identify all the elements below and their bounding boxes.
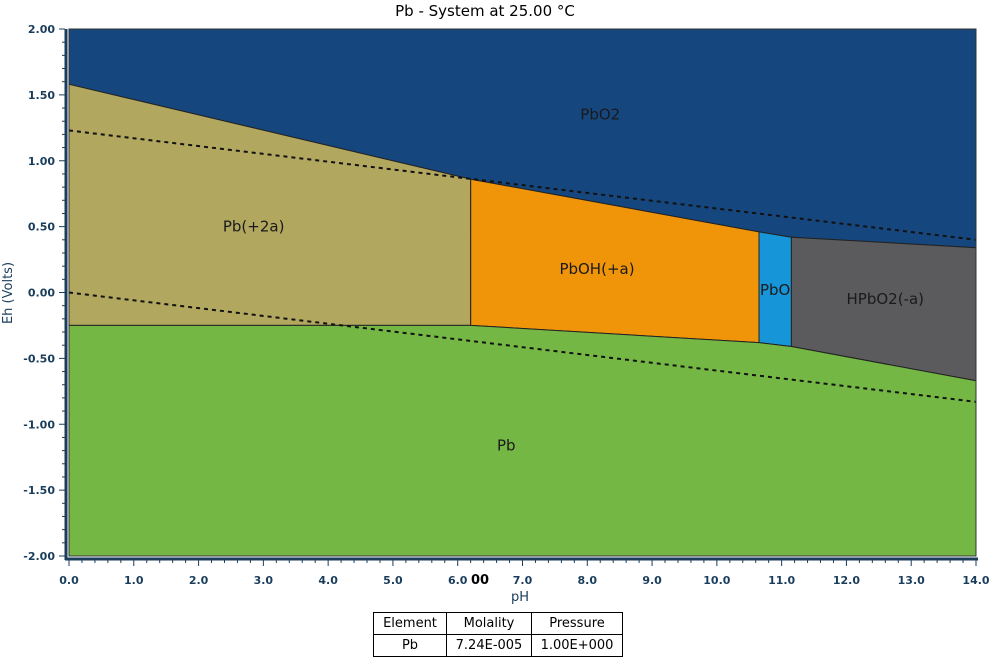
region-label-pb-2a: Pb(+2a) xyxy=(223,218,285,236)
y-tick-label: -2.00 xyxy=(23,550,55,563)
x-axis-label: pH xyxy=(511,590,529,605)
y-tick-label: -1.50 xyxy=(23,484,55,497)
y-tick-label: -1.00 xyxy=(23,418,55,431)
region-label-hpbo2-a: HPbO2(-a) xyxy=(847,290,925,308)
y-tick-label: 0.00 xyxy=(28,287,55,300)
axes-group: 2.00 1.50 1.00 0.50 0.00 -0.50 -1.00 -1.50 -2.00… xyxy=(23,23,989,587)
pourbaix-chart: Pb - System at 25.00 °C PbO2 Pb(+2a) PbOH(… xyxy=(1,2,989,605)
x-tick-label: 14.0 xyxy=(962,574,989,587)
region-labels-group: PbO2 Pb(+2a) PbOH(+a) PbO HPbO2(-a) Pb xyxy=(223,106,924,455)
x-tick-label: 7.0 xyxy=(513,574,533,587)
chart-title: Pb - System at 25.00 °C xyxy=(395,2,575,20)
x-tick-label: 6.0 xyxy=(448,574,468,587)
conditions-data-row: Pb 7.24E-005 1.00E+000 xyxy=(373,634,623,657)
y-tick-label: -0.50 xyxy=(23,352,55,365)
conditions-header-row: Element Molality Pressure xyxy=(373,612,623,635)
region-label-pbo: PbO xyxy=(760,281,790,299)
y-tick-label: 1.50 xyxy=(28,89,55,102)
water-lines-group xyxy=(68,129,977,403)
conditions-table: Element Molality Pressure Pb 7.24E-005 1… xyxy=(373,612,623,657)
x-tick-label: 2.0 xyxy=(189,574,209,587)
region-label-pboh-a: PbOH(+a) xyxy=(559,260,634,278)
cell-molality: 7.24E-005 xyxy=(446,634,532,657)
x-tick-label: 0.0 xyxy=(59,574,79,587)
cell-pressure: 1.00E+000 xyxy=(531,634,623,657)
plot-frame xyxy=(68,28,977,557)
water-stability-line-2 xyxy=(68,291,977,403)
x-tick-label: 3.0 xyxy=(254,574,274,587)
x-tick-label: 11.0 xyxy=(768,574,795,587)
region-label-pbo2: PbO2 xyxy=(580,106,620,124)
y-tick-label: 1.00 xyxy=(28,155,55,168)
regions-group xyxy=(68,28,977,557)
header-pressure: Pressure xyxy=(531,612,623,635)
y-tick-label: 0.50 xyxy=(28,221,55,234)
x-tick-label: 12.0 xyxy=(833,574,860,587)
region-pb xyxy=(68,324,977,557)
x-tick-label: 13.0 xyxy=(898,574,925,587)
y-axis-label: Eh (Volts) xyxy=(1,262,16,324)
x-tick-label: 4.0 xyxy=(318,574,338,587)
x-tick-overlay: 00 xyxy=(471,573,489,588)
x-tick-label: 10.0 xyxy=(703,574,730,587)
header-element: Element xyxy=(373,612,447,635)
y-tick-label: 2.00 xyxy=(28,23,55,36)
water-stability-line-1 xyxy=(68,129,977,241)
x-tick-label: 5.0 xyxy=(383,574,403,587)
cell-element: Pb xyxy=(373,634,447,657)
x-tick-label: 1.0 xyxy=(124,574,144,587)
header-molality: Molality xyxy=(446,612,532,635)
region-label-pb: Pb xyxy=(497,436,516,454)
x-tick-label: 8.0 xyxy=(578,574,598,587)
x-tick-label: 9.0 xyxy=(642,574,662,587)
